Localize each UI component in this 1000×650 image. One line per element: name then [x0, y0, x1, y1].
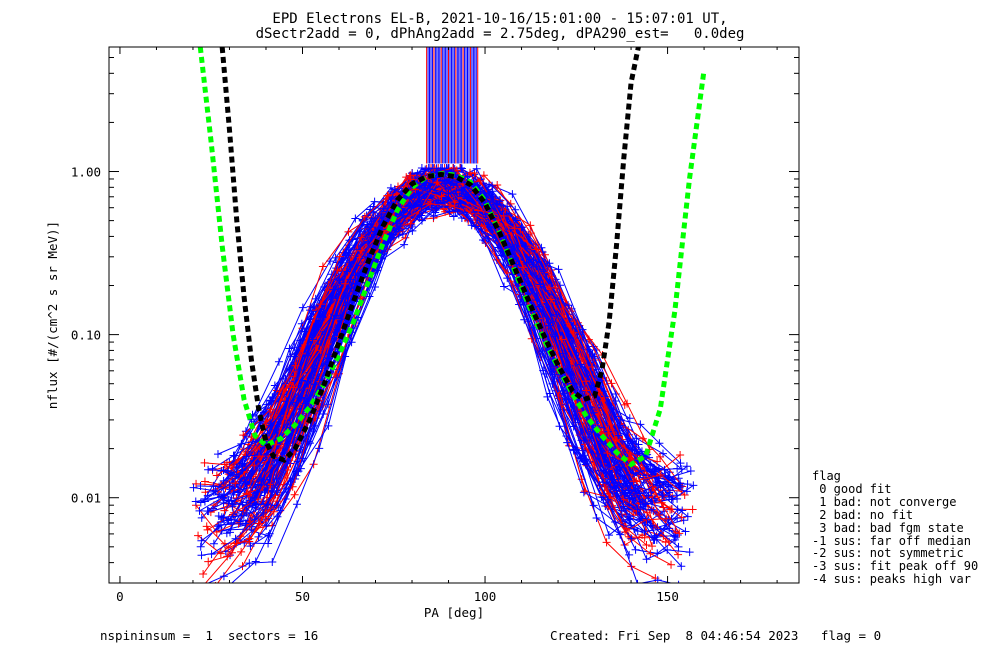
x-tick-label: 100: [474, 589, 497, 604]
x-axis-label: PA [deg]: [424, 605, 484, 620]
fit-curves: [197, 47, 707, 468]
x-tick-label: 0: [116, 589, 124, 604]
plot-frame: [108, 46, 800, 584]
legend-item: 0 good fit: [812, 481, 892, 496]
pa-trace-markers: [202, 200, 671, 552]
legend-item: 1 bad: not converge: [812, 494, 957, 509]
chart-title-line2: dSectr2add = 0, dPhAng2add = 2.75deg, dP…: [255, 26, 745, 42]
y-tick-label: 0.01: [71, 491, 101, 506]
pa-trace-markers: [207, 183, 683, 559]
pa-trace: [253, 167, 625, 498]
footer-left: nspininsum = 1 sectors = 16: [100, 628, 319, 643]
legend-item: -1 sus: far off median: [812, 533, 971, 548]
y-tick-label: 0.10: [71, 328, 101, 343]
legend-item: 3 bad: bad fgm state: [812, 520, 964, 535]
pa-trace: [221, 171, 638, 532]
y-tick-label: 1.00: [71, 165, 101, 180]
pa-trace-markers: [217, 168, 642, 536]
axes: 0 50 100 150 0.01 0.10 1.00: [71, 47, 799, 604]
chart-title-line1: EPD Electrons EL-B, 2021-10-16/15:01:00 …: [272, 11, 728, 27]
pa-trace: [206, 203, 667, 549]
flag-legend: flag 0 good fit 1 bad: not converge 2 ba…: [812, 470, 978, 586]
y-axis-label: nflux [#/(cm^2 s sr MeV)]: [45, 221, 60, 409]
legend-item: -3 sus: fit peak off 90: [812, 559, 979, 574]
black-fit-curve: [219, 47, 641, 464]
pa-curves: [189, 164, 698, 583]
x-tick-label: 150: [656, 589, 679, 604]
legend-item: 2 bad: no fit: [812, 507, 914, 522]
legend-item: -4 sus: peaks high var: [812, 572, 971, 587]
x-tick-label: 50: [295, 589, 310, 604]
legend-title: flag: [812, 469, 841, 483]
pa-trace-markers: [230, 176, 684, 490]
footer-right: Created: Fri Sep 8 04:46:54 2023 flag = …: [550, 628, 882, 643]
legend-item: -2 sus: not symmetric: [812, 546, 964, 561]
peak-saturation-lines: [426, 47, 479, 164]
